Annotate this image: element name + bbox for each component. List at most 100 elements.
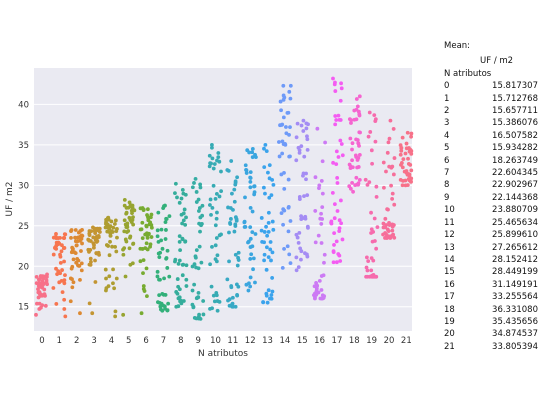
- data-point: [183, 222, 188, 227]
- data-point: [287, 252, 292, 257]
- data-point: [126, 229, 131, 233]
- data-point: [266, 221, 271, 225]
- x-tick-label: 15: [297, 336, 308, 346]
- mean-table-index: 17: [444, 292, 455, 303]
- data-point: [294, 135, 299, 140]
- data-point: [141, 258, 146, 263]
- data-point: [184, 277, 189, 282]
- data-point: [121, 252, 126, 257]
- data-point: [252, 190, 257, 195]
- data-point: [145, 235, 150, 240]
- data-point: [369, 210, 373, 215]
- data-point: [322, 252, 327, 257]
- data-point: [176, 296, 181, 301]
- data-point: [209, 161, 213, 166]
- data-point: [317, 279, 322, 283]
- x-tick-label: 11: [227, 336, 238, 346]
- mean-table-value: 31.149191: [492, 279, 538, 290]
- data-point: [177, 200, 182, 205]
- data-point: [234, 282, 239, 287]
- data-point: [93, 231, 98, 235]
- data-point: [167, 214, 172, 219]
- data-point: [122, 198, 127, 202]
- data-point: [181, 218, 186, 223]
- data-point: [113, 244, 117, 249]
- data-point: [388, 118, 393, 123]
- data-point: [112, 222, 117, 226]
- data-point: [356, 182, 361, 187]
- data-point: [313, 209, 318, 213]
- data-point: [215, 210, 219, 215]
- data-point: [371, 258, 376, 263]
- data-point: [373, 239, 377, 243]
- data-point: [253, 232, 258, 236]
- mean-table-index: 7: [444, 168, 450, 179]
- data-point: [369, 268, 374, 273]
- data-point: [335, 175, 340, 180]
- data-point: [387, 136, 392, 141]
- data-point: [130, 261, 135, 266]
- data-point: [392, 156, 397, 160]
- data-point: [332, 202, 337, 207]
- mean-table-index: 19: [444, 316, 455, 327]
- data-point: [196, 266, 201, 271]
- data-point: [58, 235, 62, 240]
- mean-table-value: 23.880709: [492, 205, 538, 216]
- data-point: [264, 245, 269, 250]
- data-point: [250, 230, 255, 235]
- mean-table-index: 13: [444, 242, 455, 253]
- data-point: [60, 243, 64, 248]
- data-point: [87, 233, 92, 237]
- data-point: [285, 244, 290, 249]
- data-point: [161, 303, 166, 308]
- mean-table: Mean: UF / m2 N atributos 0 15.817307 1 15.…: [444, 40, 538, 353]
- data-point: [337, 218, 342, 223]
- data-point: [191, 305, 196, 310]
- mean-table-row: 0 15.817307: [444, 80, 538, 92]
- mean-table-index: 21: [444, 341, 455, 352]
- data-point: [111, 225, 116, 230]
- data-point: [109, 219, 114, 224]
- data-point: [319, 288, 324, 292]
- data-point: [391, 232, 396, 237]
- data-point: [37, 301, 42, 306]
- data-point: [123, 274, 128, 279]
- mean-table-index: 2: [444, 106, 450, 117]
- data-point: [157, 293, 162, 298]
- data-point: [126, 205, 131, 210]
- data-point: [177, 258, 182, 263]
- data-point: [277, 154, 282, 159]
- data-point: [248, 170, 253, 175]
- data-point: [163, 306, 167, 311]
- data-point: [246, 288, 251, 293]
- mean-table-index: 1: [444, 93, 450, 104]
- y-tick-label: 20: [18, 262, 29, 272]
- data-point: [214, 293, 219, 298]
- data-point: [280, 265, 285, 270]
- data-point: [284, 131, 289, 136]
- data-point: [323, 140, 328, 145]
- data-point: [249, 252, 254, 257]
- data-point: [61, 236, 66, 240]
- data-point: [353, 183, 358, 188]
- y-tick-label: 30: [18, 181, 29, 191]
- data-point: [138, 206, 143, 211]
- x-tick-label: 6: [143, 336, 148, 346]
- data-point: [333, 89, 338, 93]
- data-point: [164, 256, 169, 261]
- data-point: [88, 256, 93, 261]
- data-point: [302, 154, 307, 159]
- mean-table-row: 20 34.874537: [444, 328, 538, 340]
- data-point: [270, 276, 275, 280]
- data-point: [94, 234, 99, 239]
- data-point: [319, 211, 323, 216]
- data-point: [173, 181, 178, 186]
- data-point: [368, 274, 373, 279]
- data-point: [296, 265, 301, 270]
- data-point: [138, 259, 143, 264]
- data-point: [211, 183, 216, 188]
- data-point: [242, 219, 247, 224]
- data-points: [34, 76, 414, 321]
- data-point: [76, 258, 81, 263]
- data-point: [248, 185, 253, 190]
